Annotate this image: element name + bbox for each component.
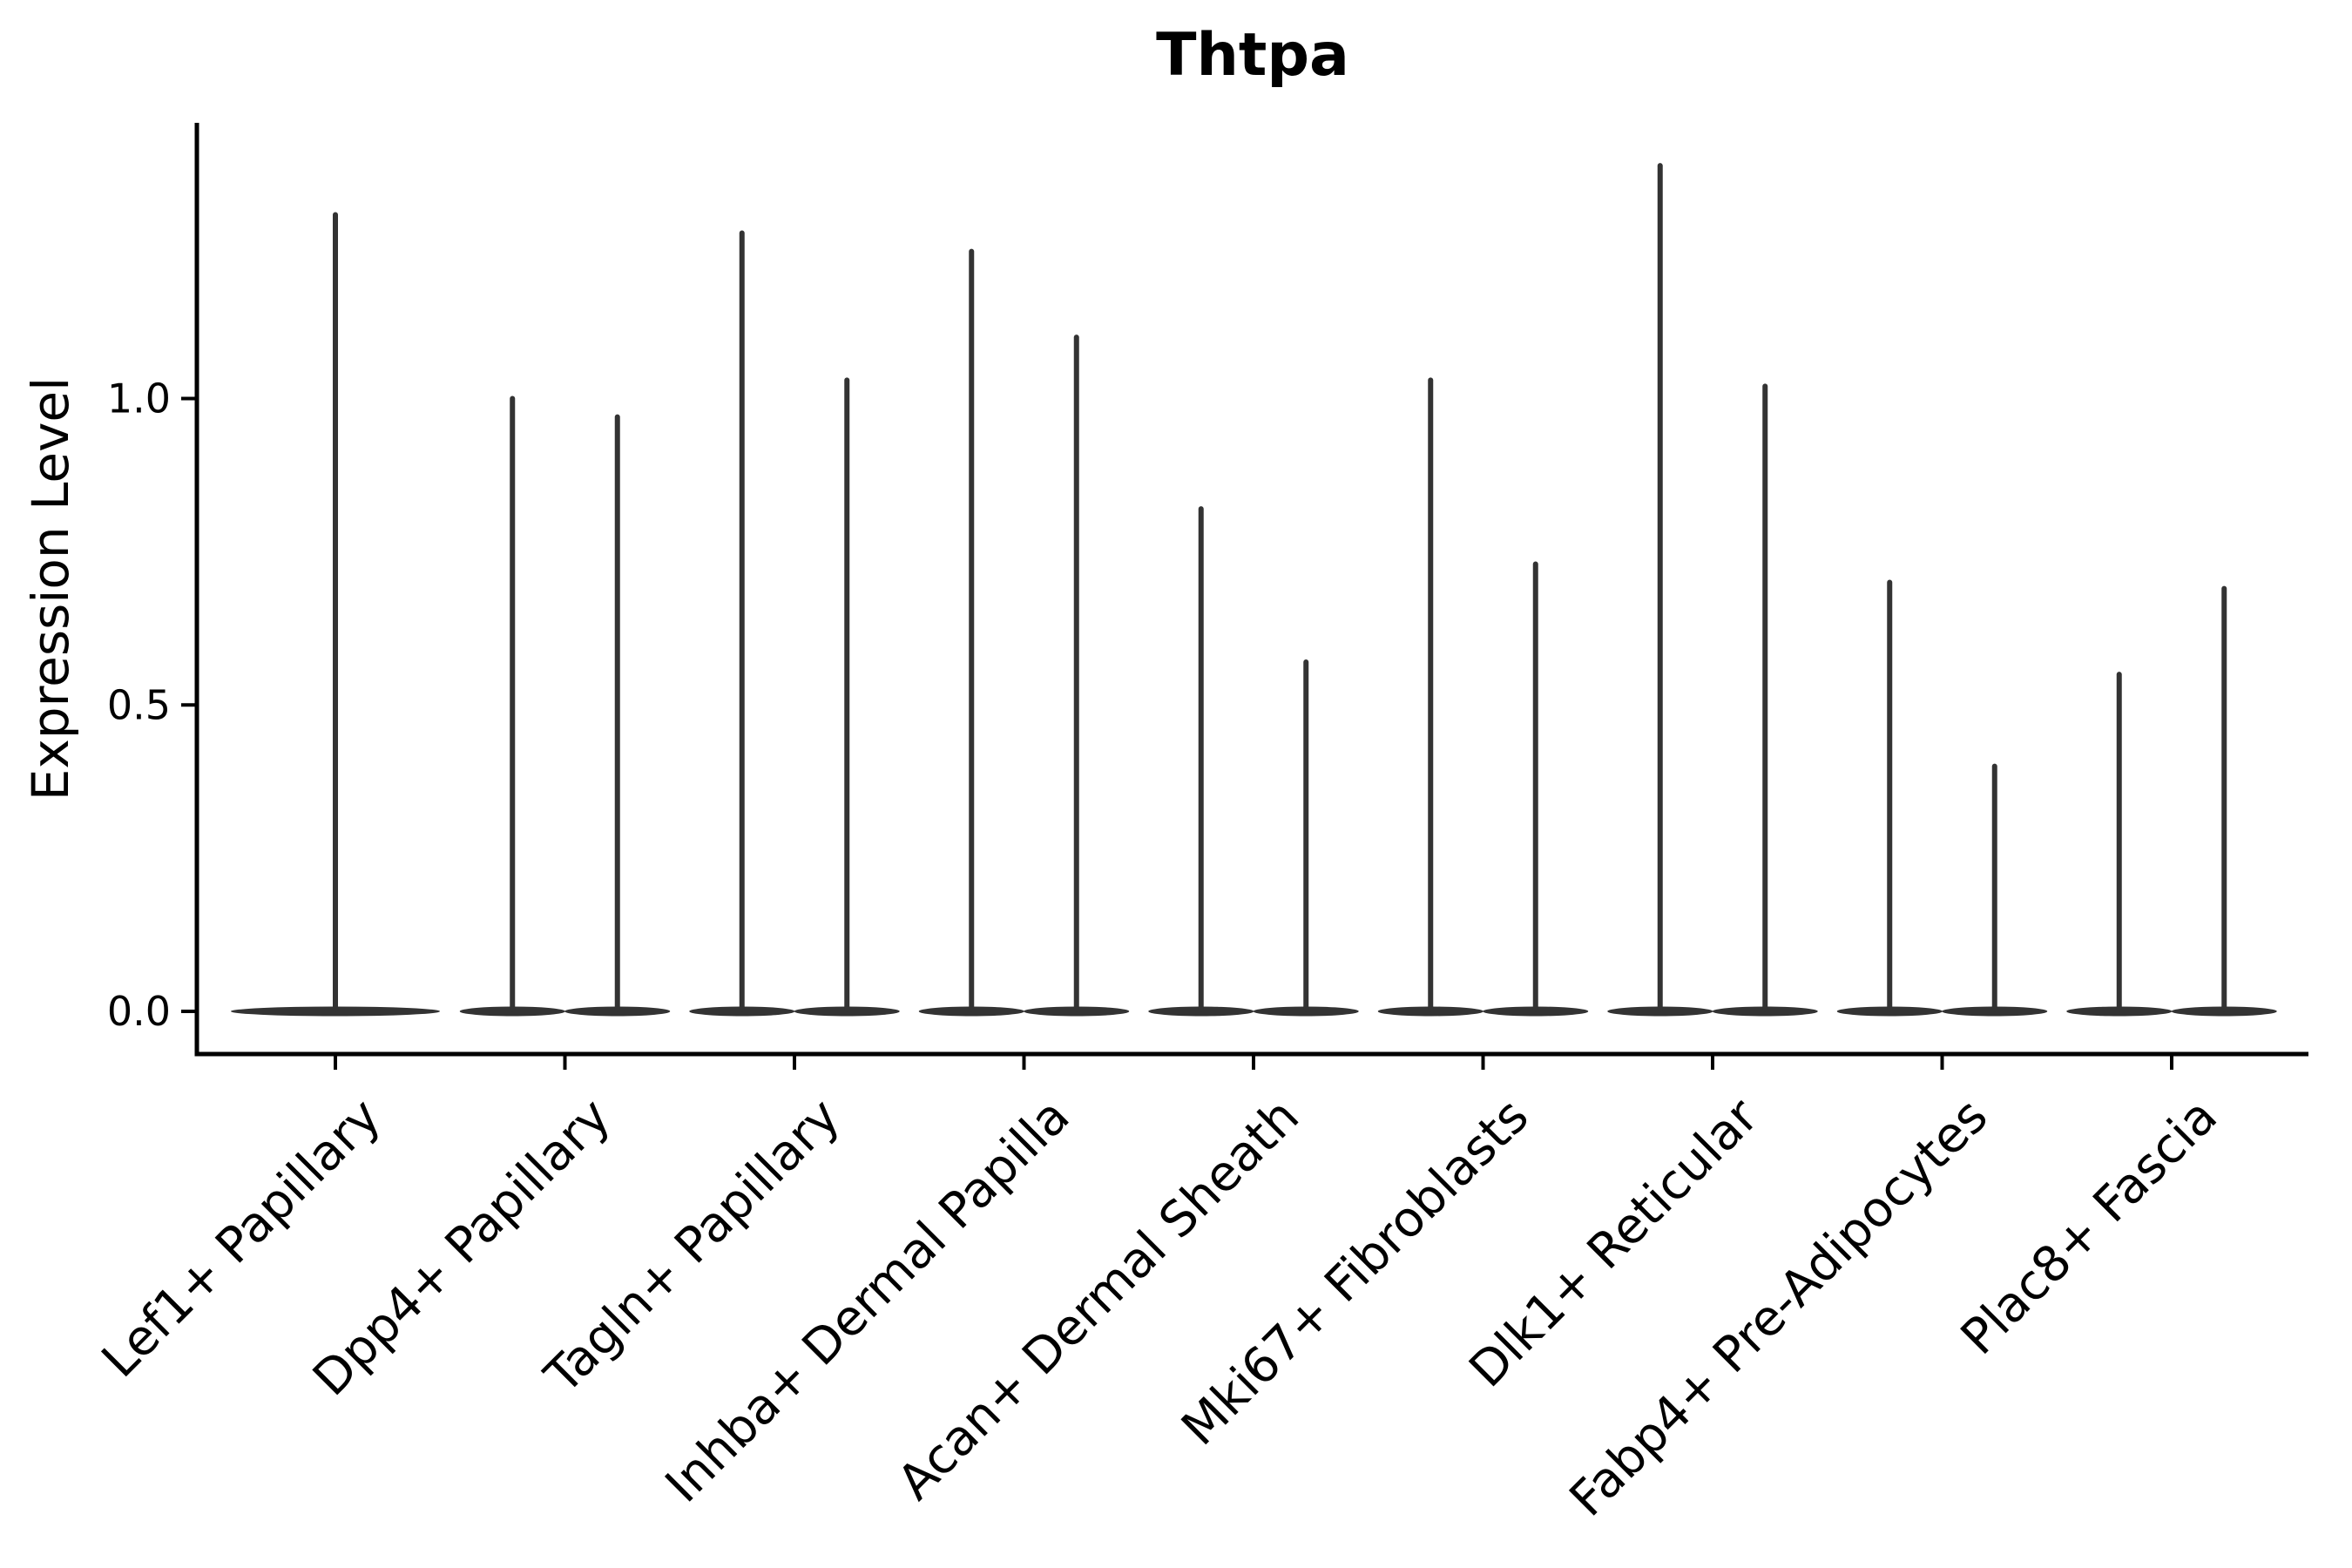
x-tick-label: Inhba+ Dermal Papilla (655, 1088, 1081, 1514)
x-tick-label: Fabp4+ Pre-Adipocytes (1559, 1088, 1999, 1528)
x-tick-label: Acan+ Dermal Sheath (887, 1088, 1310, 1511)
y-tick-label: 0.0 (107, 988, 171, 1035)
y-tick-label: 0.5 (107, 681, 171, 728)
y-tick-label: 1.0 (107, 375, 171, 422)
chart-title: Thtpa (1156, 21, 1349, 90)
